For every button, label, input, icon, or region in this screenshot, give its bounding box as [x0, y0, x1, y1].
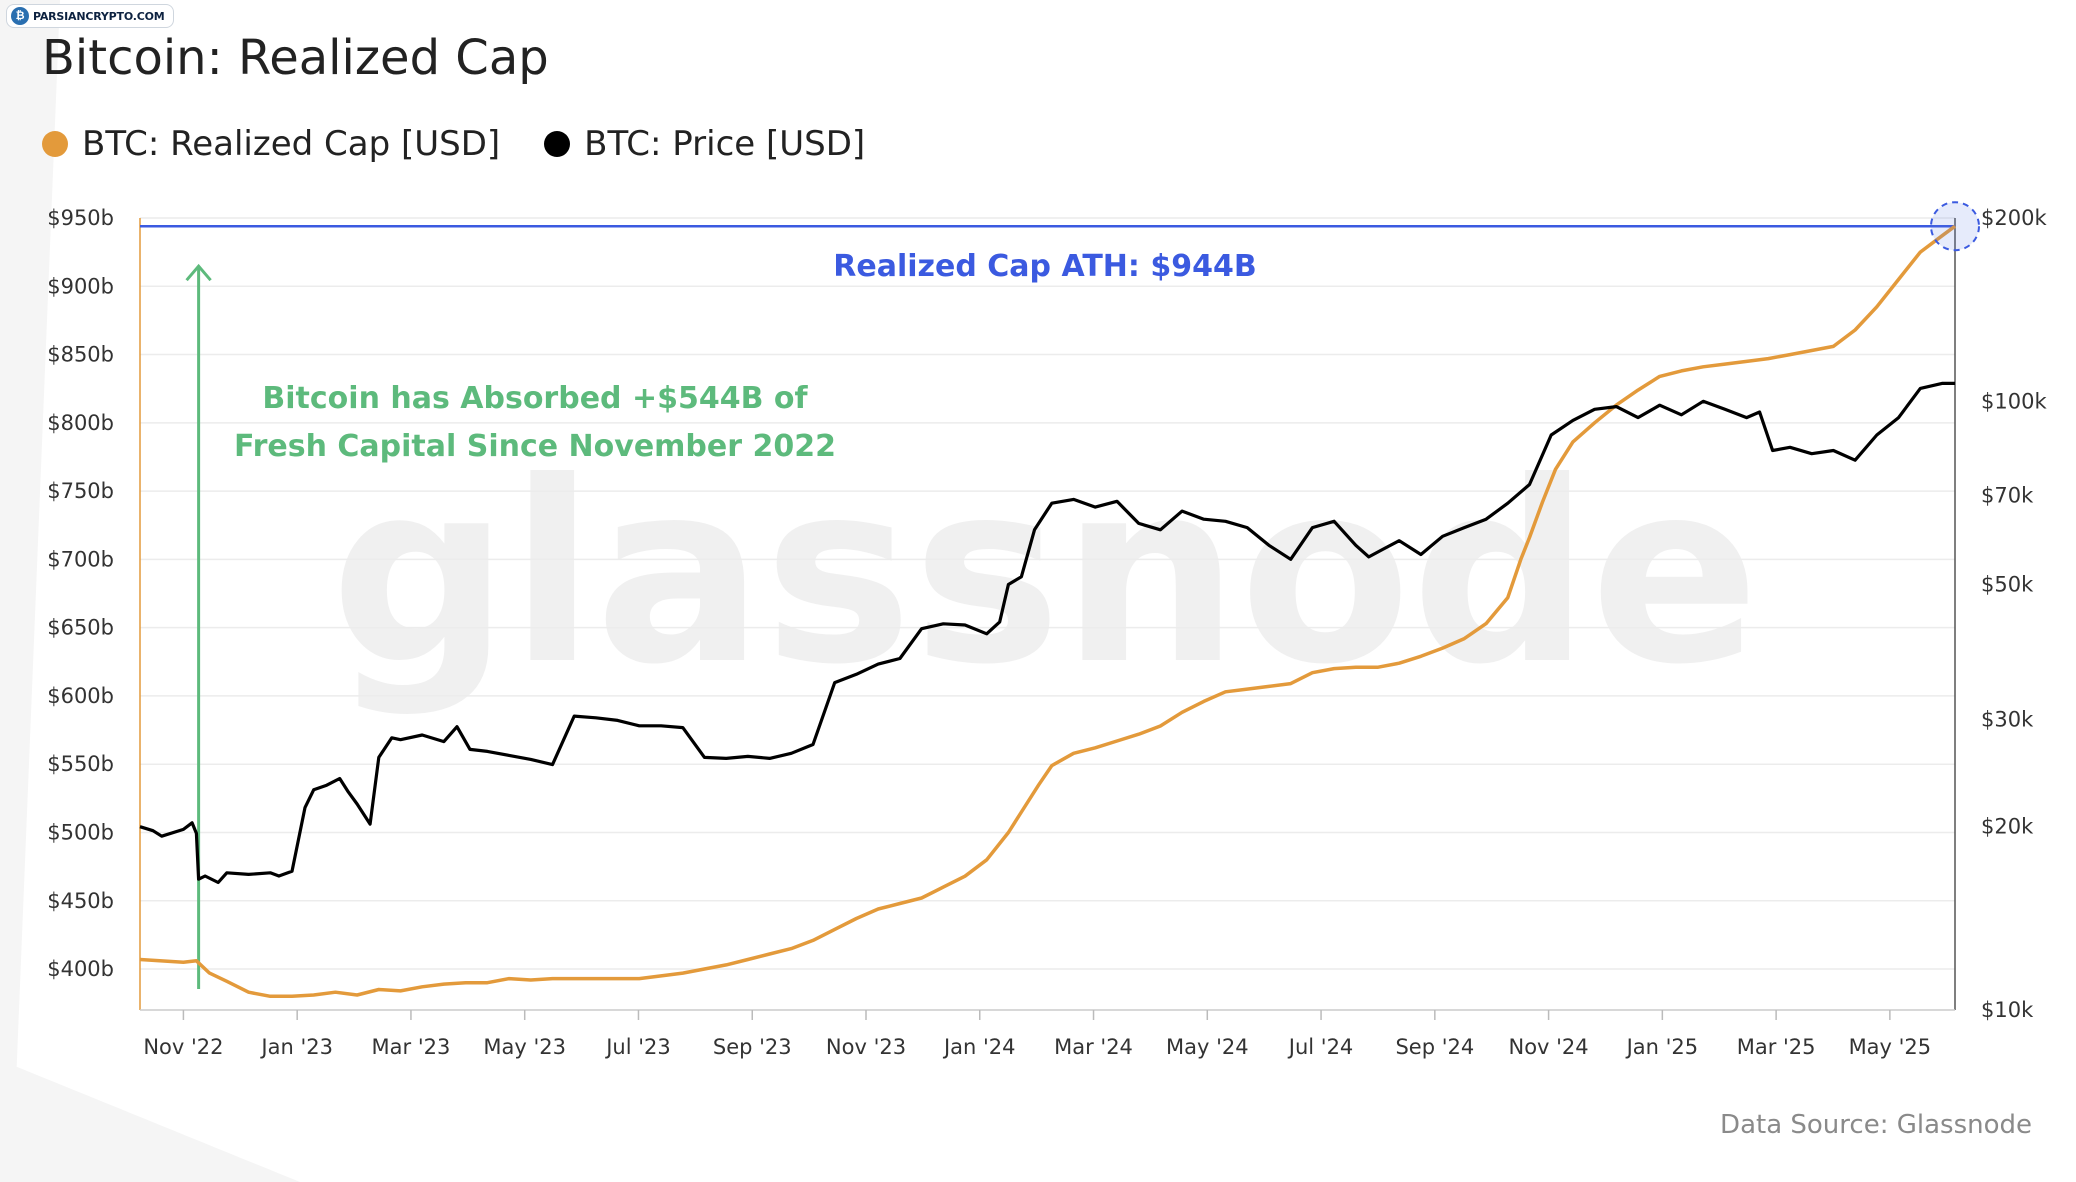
x-axis: Nov '22 Jan '23 Mar '23 May '23 Jul '23 Sep '…	[140, 1009, 1955, 1059]
x-tick-label: Sep '24	[1395, 1035, 1474, 1059]
x-tick-label: Mar '24	[1054, 1035, 1133, 1059]
y-left-tick-label: $750b	[47, 479, 114, 503]
y-axis-left: $400b $450b $500b $550b $600b $650b $700b $750b…	[47, 206, 141, 1010]
parsiancrypto-logo: ₿ PARSIANCRYPTO.COM	[6, 4, 174, 28]
x-tick-label: Jul '24	[1287, 1035, 1354, 1059]
x-tick-label: May '23	[483, 1035, 566, 1059]
legend: BTC: Realized Cap [USD] BTC: Price [USD]	[42, 124, 865, 164]
y-left-tick-label: $450b	[47, 889, 114, 913]
legend-item-price[interactable]: BTC: Price [USD]	[544, 124, 865, 164]
y-right-tick-label: $100k	[1981, 389, 2047, 413]
series-price-line	[139, 381, 1955, 885]
y-left-tick-label: $500b	[47, 820, 114, 844]
y-left-tick-label: $400b	[47, 957, 114, 981]
arrow-head-icon	[185, 263, 212, 282]
y-left-tick-label: $800b	[47, 411, 114, 435]
coin-icon: ₿	[11, 7, 29, 25]
growth-text-line2: Fresh Capital Since November 2022	[234, 429, 836, 464]
data-source: Data Source: Glassnode	[1720, 1110, 2032, 1140]
y-right-tick-label: $200k	[1981, 206, 2047, 230]
x-tick-label: Jan '24	[942, 1035, 1016, 1059]
logo-text: PARSIANCRYPTO.COM	[33, 9, 165, 23]
x-tick-label: Jan '25	[1625, 1035, 1699, 1059]
x-tick-label: Jan '23	[259, 1035, 333, 1059]
y-right-tick-label: $10k	[1981, 998, 2034, 1022]
y-left-tick-label: $900b	[47, 274, 114, 298]
page-title: Bitcoin: Realized Cap	[42, 30, 549, 86]
y-left-tick-label: $850b	[47, 343, 114, 367]
legend-label: BTC: Realized Cap [USD]	[82, 124, 501, 164]
series-realized-cap-line	[139, 224, 1957, 999]
x-tick-label: Mar '23	[372, 1035, 451, 1059]
ath-highlight-circle	[1930, 201, 1980, 252]
x-tick-label: Nov '23	[826, 1035, 906, 1059]
legend-dot-icon	[42, 131, 68, 157]
y-left-tick-label: $700b	[47, 547, 114, 571]
legend-dot-icon	[544, 131, 571, 157]
y-left-tick-label: $650b	[47, 616, 114, 640]
x-tick-label: Nov '24	[1509, 1035, 1589, 1059]
growth-text-line1: Bitcoin has Absorbed +$544B of	[262, 381, 808, 416]
y-left-tick-label: $950b	[47, 206, 114, 230]
x-tick-label: Nov '22	[143, 1035, 223, 1059]
y-right-tick-label: $50k	[1981, 573, 2034, 597]
y-axis-right: $10k $20k $30k $50k $70k $100k $200k	[1954, 206, 2047, 1022]
y-left-tick-label: $550b	[47, 752, 114, 776]
x-tick-label: May '25	[1849, 1035, 1932, 1059]
x-tick-label: Sep '23	[713, 1035, 792, 1059]
y-left-tick-label: $600b	[47, 684, 114, 708]
ath-label: Realized Cap ATH: $944B	[833, 249, 1256, 284]
y-right-tick-label: $70k	[1981, 484, 2034, 508]
y-right-tick-label: $20k	[1981, 815, 2034, 839]
legend-label: BTC: Price [USD]	[584, 124, 866, 164]
glassnode-watermark: glassnode	[330, 428, 1759, 719]
gridlines	[140, 217, 1955, 970]
x-tick-label: May '24	[1166, 1035, 1249, 1059]
x-tick-label: Mar '25	[1737, 1035, 1816, 1059]
y-right-tick-label: $30k	[1981, 708, 2034, 732]
x-tick-label: Jul '23	[604, 1035, 671, 1059]
legend-item-realized-cap[interactable]: BTC: Realized Cap [USD]	[42, 124, 500, 164]
